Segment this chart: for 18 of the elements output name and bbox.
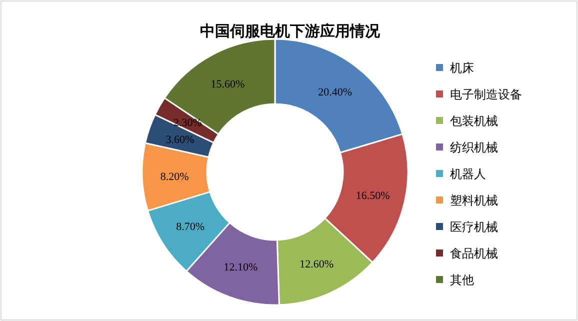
legend-label: 塑料机械 <box>450 194 498 208</box>
legend-label: 其他 <box>450 273 474 287</box>
data-label: 12.10% <box>224 261 258 274</box>
data-label: 8.70% <box>176 221 205 234</box>
legend-label: 包装机械 <box>450 114 498 128</box>
data-label: 16.50% <box>356 190 390 202</box>
data-label: 12.60% <box>300 258 334 270</box>
data-label: 3.60% <box>166 134 194 146</box>
legend-label: 机器人 <box>450 167 486 181</box>
data-label: 15.60% <box>210 78 245 90</box>
chart-title: 中国伺服电机下游应用情况 <box>200 22 381 40</box>
legend-label: 机床 <box>450 61 474 75</box>
legend-label: 食品机械 <box>450 246 498 260</box>
legend-label: 医疗机械 <box>450 220 498 234</box>
data-label: 20.40% <box>318 86 352 98</box>
data-label: 8.20% <box>160 170 189 183</box>
legend-label: 纺织机械 <box>450 140 498 154</box>
legend-label: 电子制造设备 <box>450 88 522 102</box>
